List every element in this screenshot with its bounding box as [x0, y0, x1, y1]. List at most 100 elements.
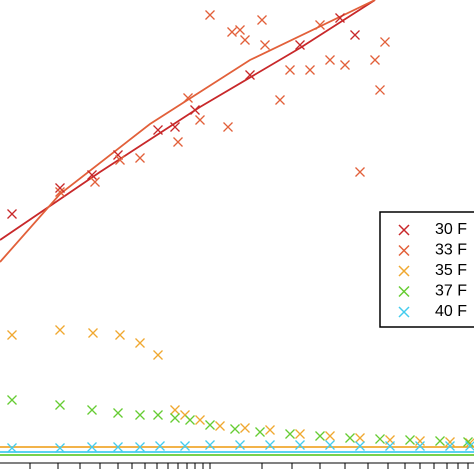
point	[7, 443, 17, 453]
legend-marker	[398, 265, 410, 277]
point	[135, 442, 145, 452]
point	[230, 424, 240, 434]
legend-marker	[398, 224, 410, 236]
point	[135, 410, 145, 420]
point	[205, 420, 215, 430]
legend-label: 30 F	[435, 221, 467, 238]
point	[7, 209, 17, 219]
point	[345, 433, 355, 443]
point	[227, 27, 237, 37]
point	[240, 423, 250, 433]
fit-line	[0, 0, 376, 241]
legend: 30 F 33 F 35 F 37 F 40 F	[379, 211, 474, 328]
point	[115, 155, 125, 165]
point	[88, 328, 98, 338]
point	[415, 436, 425, 446]
point	[135, 338, 145, 348]
point	[275, 95, 285, 105]
point	[465, 441, 474, 451]
point	[325, 440, 335, 450]
legend-box	[379, 211, 474, 328]
point	[185, 415, 195, 425]
point	[183, 93, 193, 103]
legend-label: 33 F	[435, 242, 467, 259]
point	[445, 441, 455, 451]
point	[223, 122, 233, 132]
point	[215, 421, 225, 431]
point	[235, 440, 245, 450]
point	[315, 20, 325, 30]
point	[7, 395, 17, 405]
point	[235, 25, 245, 35]
point	[305, 65, 315, 75]
point	[370, 55, 380, 65]
point	[153, 125, 163, 135]
point	[153, 350, 163, 360]
point	[195, 115, 205, 125]
point	[135, 153, 145, 163]
legend-label: 35 F	[435, 262, 467, 279]
point	[170, 413, 180, 423]
point	[355, 441, 365, 451]
legend-label: 37 F	[435, 283, 467, 300]
point	[195, 415, 205, 425]
point	[260, 40, 270, 50]
point	[380, 37, 390, 47]
point	[315, 431, 325, 441]
legend-label: 40 F	[435, 303, 467, 320]
point	[465, 438, 474, 448]
point	[325, 55, 335, 65]
point	[445, 437, 455, 447]
point	[375, 85, 385, 95]
point	[295, 440, 305, 450]
point	[205, 440, 215, 450]
point	[153, 410, 163, 420]
point	[87, 405, 97, 415]
point	[113, 408, 123, 418]
point	[155, 441, 165, 451]
point	[87, 170, 97, 180]
point	[295, 40, 305, 50]
point	[55, 325, 65, 335]
point	[335, 13, 345, 23]
point	[265, 425, 275, 435]
point	[350, 30, 360, 40]
point	[375, 434, 385, 444]
point	[113, 442, 123, 452]
point	[173, 137, 183, 147]
point	[90, 177, 100, 187]
point	[325, 431, 335, 441]
point	[190, 105, 200, 115]
point	[255, 427, 265, 437]
point	[7, 330, 17, 340]
point	[55, 400, 65, 410]
point	[240, 35, 250, 45]
point	[435, 436, 445, 446]
point	[415, 441, 425, 451]
point	[170, 122, 180, 132]
legend-marker	[398, 306, 410, 318]
point	[295, 429, 305, 439]
legend-marker	[398, 244, 410, 257]
point	[355, 167, 365, 177]
point	[340, 60, 350, 70]
point	[113, 150, 123, 160]
legend-marker	[398, 285, 410, 298]
point	[115, 330, 125, 340]
point	[265, 440, 275, 450]
point	[170, 405, 180, 415]
point	[245, 70, 255, 80]
point	[55, 443, 65, 453]
point	[385, 441, 395, 451]
point	[87, 442, 97, 452]
point	[55, 187, 65, 197]
point	[285, 65, 295, 75]
fit-line	[0, 0, 376, 263]
point	[55, 183, 65, 193]
point	[205, 10, 215, 20]
point	[180, 441, 190, 451]
point	[355, 433, 365, 443]
point	[257, 15, 267, 25]
point	[285, 429, 295, 439]
